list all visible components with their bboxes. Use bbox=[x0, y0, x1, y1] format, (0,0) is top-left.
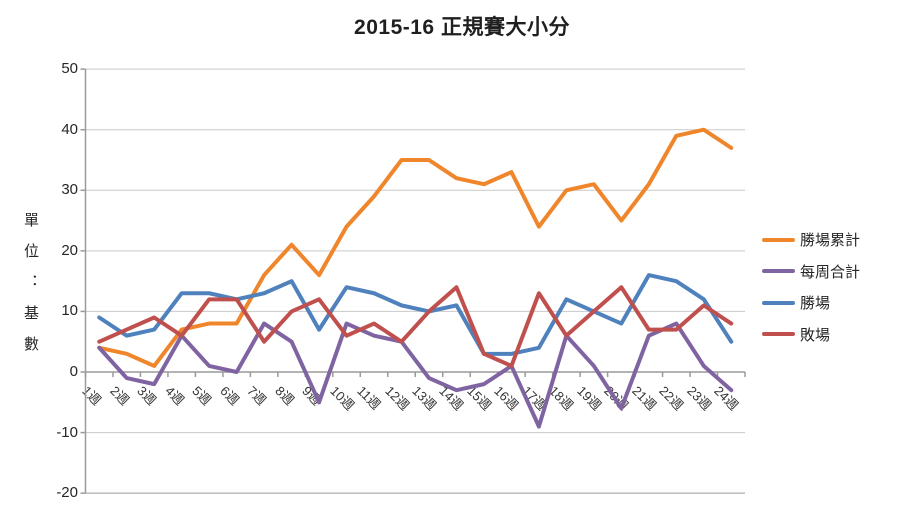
x-tick-label: 4週 bbox=[161, 383, 187, 409]
x-tick-label: 15週 bbox=[464, 383, 495, 414]
x-tick-label: 19週 bbox=[574, 383, 605, 414]
x-tick-label: 11週 bbox=[354, 383, 384, 413]
legend-item-勝場累計: 勝場累計 bbox=[762, 224, 860, 256]
x-tick-label: 17週 bbox=[519, 383, 550, 414]
y-tick-label: -10 bbox=[56, 423, 78, 441]
x-tick-label: 13週 bbox=[409, 383, 440, 414]
chart-title: 2015-16 正規賽大小分 bbox=[354, 16, 570, 39]
x-tick-label: 9週 bbox=[299, 383, 325, 409]
x-tick-label: 18週 bbox=[546, 383, 577, 414]
x-tick-label: 6週 bbox=[216, 383, 242, 409]
x-tick-label: 23週 bbox=[684, 383, 715, 414]
x-tick-label: 16週 bbox=[491, 383, 522, 414]
x-tick-label: 5週 bbox=[189, 383, 215, 409]
y-tick-label: 30 bbox=[61, 181, 78, 199]
y-tick-label: 0 bbox=[69, 363, 78, 380]
y-tick-label: 20 bbox=[61, 241, 78, 259]
x-tick-label: 8週 bbox=[271, 383, 297, 409]
y-tick-label: 40 bbox=[61, 120, 78, 138]
series-line-勝場累計 bbox=[97, 127, 734, 368]
legend-swatch-icon bbox=[762, 332, 795, 337]
x-tick-label: 3週 bbox=[134, 383, 160, 409]
series-line-敗場 bbox=[97, 285, 734, 368]
y-tick-label: 50 bbox=[61, 60, 78, 78]
x-tick-label: 14週 bbox=[436, 383, 467, 414]
series-line-勝場 bbox=[97, 273, 734, 356]
y-axis-title: 單位：基數 bbox=[22, 212, 39, 367]
x-tick-label: 10週 bbox=[326, 383, 357, 414]
legend: 勝場累計每周合計勝場敗場 bbox=[762, 224, 860, 350]
legend-label: 勝場 bbox=[800, 295, 831, 313]
x-tick-label: 24週 bbox=[711, 383, 742, 414]
legend-swatch-icon bbox=[762, 237, 795, 242]
x-tick-label: 12週 bbox=[381, 383, 412, 414]
legend-item-每周合計: 每周合計 bbox=[762, 256, 860, 288]
legend-label: 勝場累計 bbox=[800, 232, 861, 250]
legend-swatch-icon bbox=[762, 300, 795, 305]
x-tick-label: 22週 bbox=[656, 383, 687, 414]
x-tick-label: 7週 bbox=[244, 383, 270, 409]
legend-label: 敗場 bbox=[800, 326, 831, 344]
x-tick-label: 21週 bbox=[629, 383, 660, 414]
x-tick-label: 1週 bbox=[79, 383, 105, 409]
series-line-每周合計 bbox=[97, 321, 734, 429]
x-tick-label: 20週 bbox=[601, 383, 632, 414]
legend-item-敗場: 敗場 bbox=[762, 319, 860, 351]
legend-swatch-icon bbox=[762, 269, 795, 274]
legend-label: 每周合計 bbox=[800, 263, 861, 281]
legend-item-勝場: 勝場 bbox=[762, 287, 860, 319]
x-tick-label: 2週 bbox=[106, 383, 132, 409]
y-tick-label: -20 bbox=[56, 484, 78, 502]
y-tick-label: 10 bbox=[61, 302, 78, 320]
